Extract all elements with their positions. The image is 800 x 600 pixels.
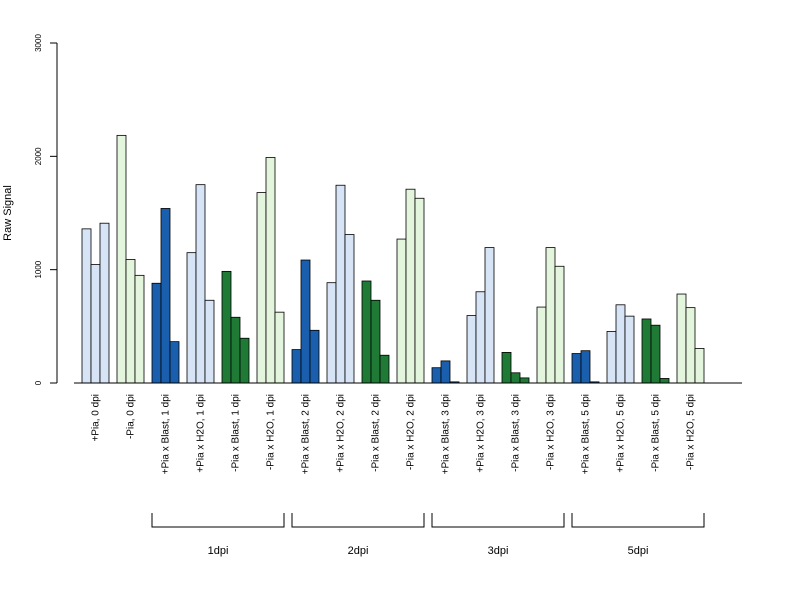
x-tick-label: +Pia x Blast, 3 dpi <box>441 394 452 474</box>
bar <box>300 259 311 384</box>
bar <box>685 307 696 384</box>
bar <box>571 353 582 384</box>
bar <box>99 222 110 384</box>
bar <box>186 252 197 384</box>
x-tick-label: -Pia x Blast, 3 dpi <box>511 394 522 472</box>
bar <box>484 247 495 384</box>
bar <box>694 348 705 384</box>
bar <box>230 316 241 384</box>
bar <box>169 341 180 384</box>
bar <box>676 293 687 384</box>
bar <box>265 157 276 384</box>
x-tick-label: +Pia x H2O, 2 dpi <box>336 394 347 473</box>
group-bracket <box>291 513 425 528</box>
bar <box>659 378 670 384</box>
group-label: 1dpi <box>208 545 229 557</box>
bar <box>125 259 136 384</box>
group-label: 5dpi <box>628 545 649 557</box>
x-tick-label: +Pia, 0 dpi <box>91 394 102 442</box>
bar <box>405 188 416 384</box>
bar <box>440 360 451 384</box>
bar <box>580 350 591 384</box>
x-tick-label: +Pia x H2O, 5 dpi <box>616 394 627 473</box>
bar <box>134 274 145 384</box>
bar <box>414 197 425 384</box>
group-bracket <box>571 513 705 528</box>
group-bracket <box>151 513 285 528</box>
x-tick-label: -Pia x Blast, 1 dpi <box>231 394 242 472</box>
bar <box>641 318 652 384</box>
bar <box>361 280 372 384</box>
bar <box>431 367 442 384</box>
group-label: 3dpi <box>488 545 509 557</box>
bar <box>90 264 101 384</box>
bar <box>396 238 407 384</box>
group-brackets: 1dpi 2dpi 3dpi 5dpi <box>151 513 705 557</box>
x-tick-label: -Pia x H2O, 5 dpi <box>686 394 697 470</box>
bar <box>239 337 250 384</box>
bar <box>256 192 267 384</box>
bar <box>309 329 320 384</box>
bar <box>221 270 232 384</box>
bar <box>501 351 512 384</box>
bar <box>335 184 346 384</box>
bar <box>650 324 661 384</box>
bar <box>545 247 556 384</box>
x-tick-label: -Pia x H2O, 2 dpi <box>406 394 417 470</box>
bar <box>379 354 390 384</box>
x-tick-label: -Pia x Blast, 2 dpi <box>371 394 382 472</box>
bar <box>151 282 162 384</box>
x-tick-label: +Pia x Blast, 1 dpi <box>161 394 172 474</box>
bar <box>370 299 381 384</box>
bar <box>624 315 635 384</box>
bar <box>204 299 215 384</box>
bar <box>160 208 171 384</box>
bar <box>554 265 565 384</box>
x-tick-label: +Pia x Blast, 2 dpi <box>301 394 312 474</box>
bar <box>195 184 206 384</box>
bar <box>274 311 285 384</box>
x-tick-labels: +Pia, 0 dpi -Pia, 0 dpi +Pia x Blast, 1 dp… <box>91 394 697 474</box>
bar <box>536 306 547 384</box>
y-tick-label: 1000 <box>34 260 43 278</box>
bar <box>116 134 127 384</box>
bar <box>475 291 486 384</box>
x-tick-label: -Pia x H2O, 1 dpi <box>266 394 277 470</box>
group-label: 2dpi <box>348 545 369 557</box>
bar <box>291 349 302 384</box>
x-tick-label: -Pia x Blast, 5 dpi <box>651 394 662 472</box>
y-tick-label: 2000 <box>34 147 43 165</box>
bar <box>81 228 92 384</box>
y-tick-label: 3000 <box>34 34 43 52</box>
bar <box>510 372 521 384</box>
x-tick-label: -Pia, 0 dpi <box>126 394 137 439</box>
bar <box>606 331 617 384</box>
bar <box>519 377 530 384</box>
bar <box>466 315 477 384</box>
x-tick-label: +Pia x Blast, 5 dpi <box>581 394 592 474</box>
x-tick-label: +Pia x H2O, 3 dpi <box>476 394 487 473</box>
group-bracket <box>431 513 565 528</box>
bar <box>344 234 355 384</box>
bar <box>615 304 626 384</box>
bars <box>81 134 705 384</box>
x-tick-label: -Pia x H2O, 3 dpi <box>546 394 557 470</box>
x-tick-label: +Pia x H2O, 1 dpi <box>196 394 207 473</box>
y-axis: 0 1000 2000 3000 <box>34 34 58 385</box>
bar <box>326 282 337 384</box>
y-tick-label: 0 <box>34 380 43 385</box>
y-axis-label: Raw Signal <box>2 185 14 241</box>
